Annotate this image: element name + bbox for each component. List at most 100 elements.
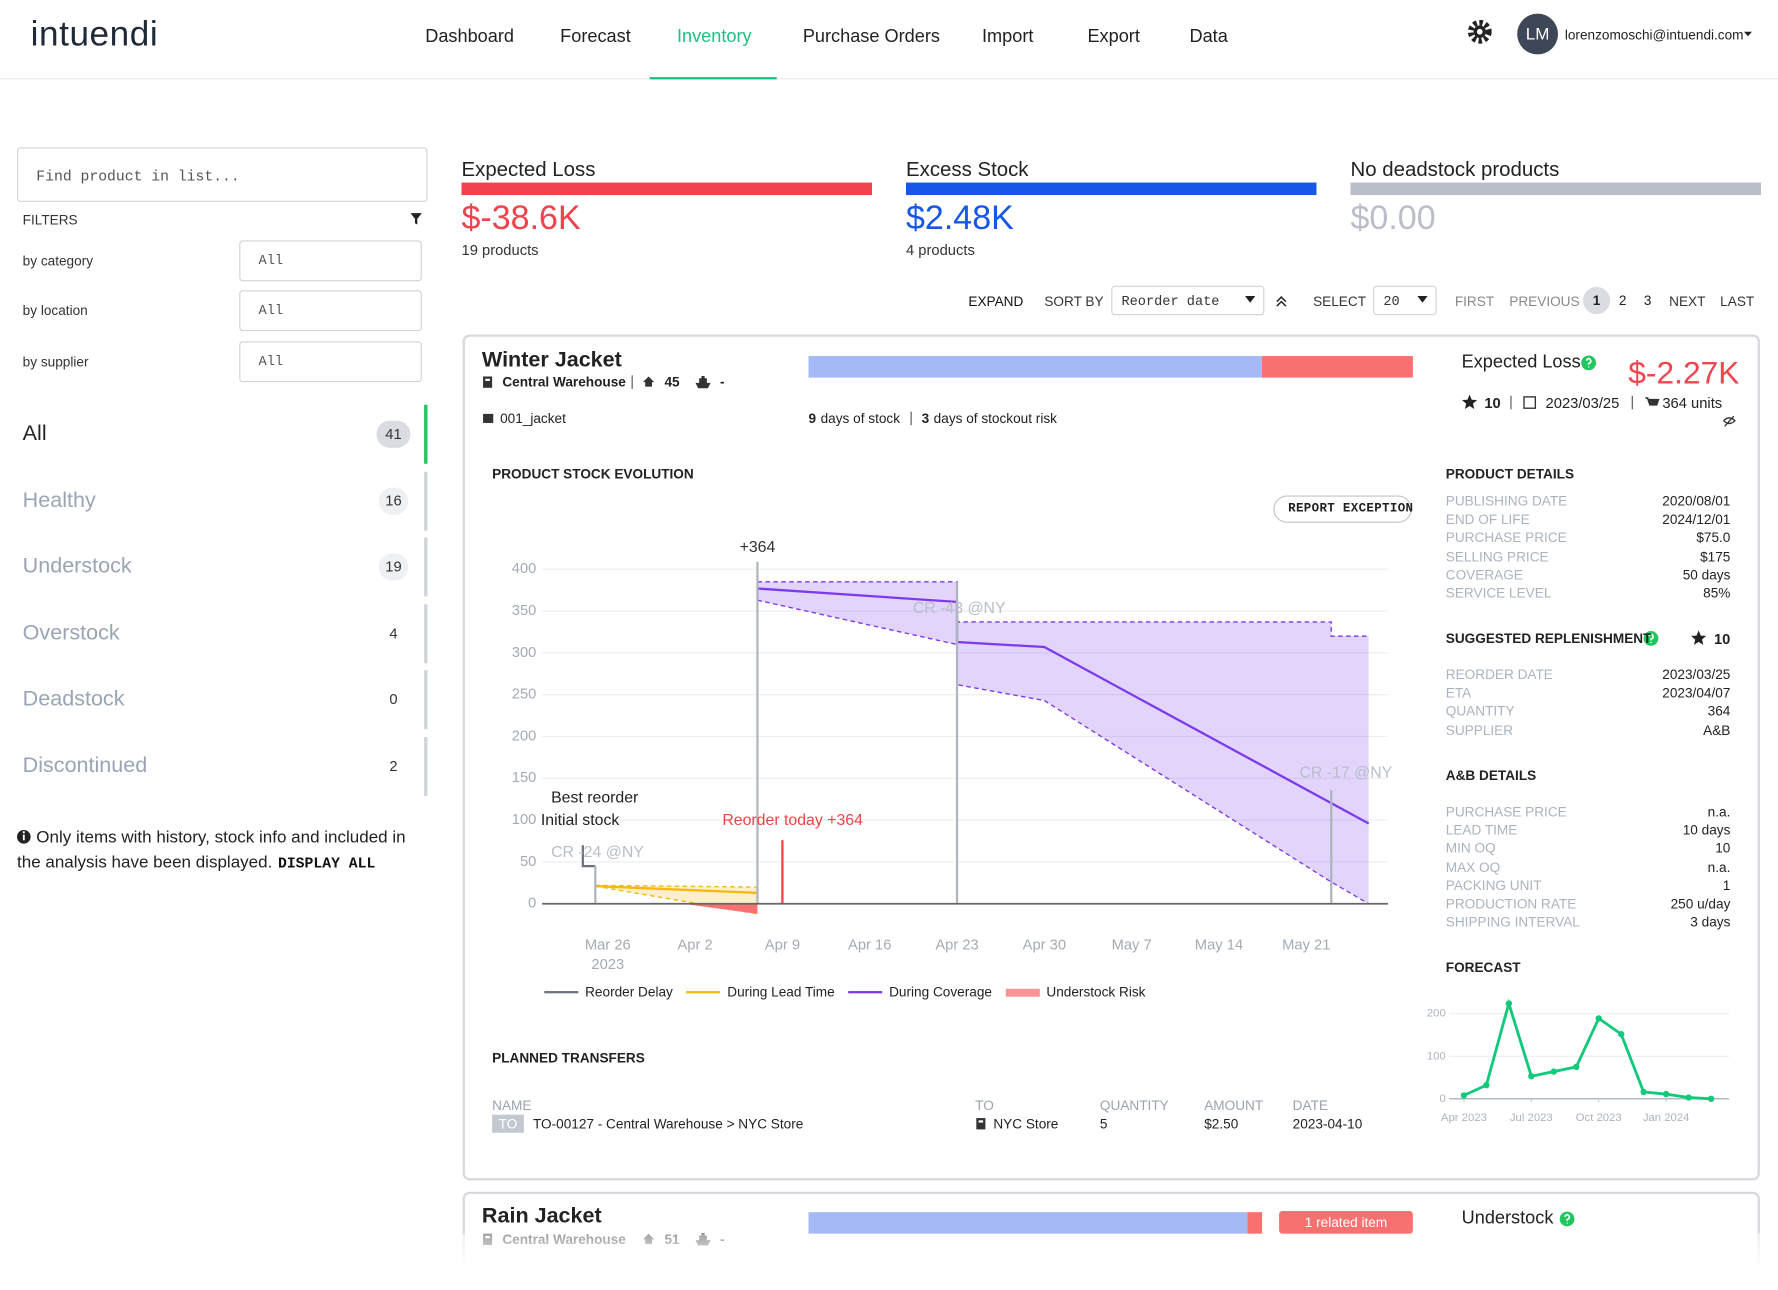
page-size-select[interactable] bbox=[1373, 285, 1437, 316]
status-indicator bbox=[424, 736, 428, 796]
legend-label: Understock Risk bbox=[1046, 984, 1146, 1001]
nav-item[interactable]: Purchase Orders bbox=[802, 27, 940, 47]
status-item[interactable]: Overstock 4 bbox=[17, 603, 428, 663]
column-header: QUANTITY bbox=[1099, 1097, 1169, 1114]
annotation: CR -24 @NY bbox=[551, 844, 644, 861]
x-tick-label: Apr 30 bbox=[1023, 938, 1066, 954]
x-tick-label: Apr 2023 bbox=[1441, 1112, 1487, 1124]
status-label: Overstock bbox=[22, 620, 120, 645]
status-item[interactable]: Understock 19 bbox=[17, 537, 428, 597]
expand-button[interactable]: EXPAND bbox=[968, 293, 1024, 310]
avatar bbox=[1517, 13, 1559, 55]
detail-label: SERVICE LEVEL bbox=[1445, 585, 1552, 601]
next-page[interactable]: NEXT bbox=[1669, 293, 1706, 310]
filter-select[interactable] bbox=[239, 341, 422, 383]
x-tick-label: Apr 23 bbox=[935, 938, 978, 954]
legend: Reorder Delay During Lead Time During Cove… bbox=[544, 982, 1145, 1002]
forecast-point bbox=[1640, 1088, 1647, 1096]
display-all-link[interactable]: DISPLAY ALL bbox=[277, 854, 376, 872]
transfer-date: 2023-04-10 bbox=[1292, 1115, 1363, 1132]
status-indicator bbox=[424, 471, 428, 531]
detail-label: PURCHASE PRICE bbox=[1445, 803, 1567, 820]
forecast-line bbox=[1463, 998, 1712, 1101]
kpi-title: Excess Stock bbox=[906, 157, 1029, 181]
previous-page[interactable]: PREVIOUS bbox=[1509, 293, 1580, 310]
detail-value: 10 bbox=[1715, 840, 1731, 857]
select-label: SELECT bbox=[1313, 293, 1367, 310]
product-stock: 45 bbox=[664, 374, 680, 391]
nav-item[interactable]: Dashboard bbox=[425, 27, 514, 47]
hide-icon bbox=[1723, 415, 1736, 427]
forecast-point bbox=[1685, 1094, 1692, 1101]
status-count: 16 bbox=[378, 487, 409, 515]
separator bbox=[910, 411, 912, 426]
status-label: Expected Loss bbox=[1461, 352, 1581, 372]
detail-label: SUPPLIER bbox=[1445, 721, 1514, 738]
x-tick-label: May 7 bbox=[1112, 938, 1152, 954]
last-page[interactable]: LAST bbox=[1720, 293, 1755, 310]
separator bbox=[1510, 395, 1512, 410]
annotation: Initial stock bbox=[541, 812, 620, 829]
user-email[interactable]: lorenzomoschi@intuendi.com bbox=[1564, 27, 1744, 44]
status-item[interactable]: Discontinued 2 bbox=[17, 736, 428, 796]
legend-item: During Lead Time bbox=[686, 984, 835, 1000]
forecast-point bbox=[1528, 1073, 1535, 1080]
status-item[interactable]: Healthy 16 bbox=[17, 471, 428, 531]
separator bbox=[631, 375, 633, 389]
days-of-stock-label: days of stock bbox=[820, 410, 901, 427]
status-item[interactable]: All 41 bbox=[17, 404, 428, 464]
detail-label: MAX OQ bbox=[1445, 859, 1501, 875]
status-item[interactable]: Deadstock 0 bbox=[17, 670, 428, 730]
detail-value: 2023/03/25 bbox=[1662, 666, 1731, 683]
help-glyph bbox=[1564, 1213, 1571, 1224]
sort-select[interactable] bbox=[1111, 285, 1265, 316]
kpi-bar bbox=[1350, 182, 1761, 196]
search-box[interactable] bbox=[17, 147, 428, 202]
report-button[interactable] bbox=[1273, 495, 1412, 523]
rating: 10 bbox=[1484, 394, 1501, 412]
filter-value: All bbox=[258, 252, 284, 269]
status-count: 41 bbox=[376, 420, 411, 448]
building-icon bbox=[483, 376, 493, 388]
stockout-label: days of stockout risk bbox=[933, 410, 1057, 427]
nav-item[interactable]: Inventory bbox=[676, 27, 752, 47]
status-indicator bbox=[424, 670, 428, 730]
forecast-point bbox=[1460, 1092, 1468, 1099]
status-value: $-2.27K bbox=[1628, 354, 1740, 391]
ship-icon bbox=[695, 376, 711, 389]
calendar-icon bbox=[1523, 396, 1537, 409]
current-page bbox=[1582, 286, 1611, 315]
annotation: Reorder today +364 bbox=[722, 812, 863, 829]
help-glyph bbox=[1585, 357, 1592, 368]
nav-item[interactable]: Export bbox=[1087, 27, 1140, 47]
status-indicator bbox=[424, 404, 428, 464]
report-exception-button[interactable]: REPORT EXCEPTION bbox=[1288, 501, 1414, 516]
detail-value: 50 days bbox=[1682, 566, 1731, 583]
legend-swatch bbox=[544, 991, 579, 994]
y-tick-label: 150 bbox=[512, 770, 537, 786]
filter-select[interactable] bbox=[239, 240, 422, 282]
nav-item[interactable]: Data bbox=[1189, 27, 1228, 47]
kpi-subtitle: 19 products bbox=[461, 240, 539, 258]
filter-select[interactable] bbox=[239, 290, 422, 332]
status-indicator bbox=[424, 603, 428, 663]
forecast-point bbox=[1618, 1030, 1625, 1038]
star-icon bbox=[1461, 394, 1478, 410]
status-count: 19 bbox=[378, 553, 409, 581]
band-edge bbox=[757, 599, 1369, 905]
first-page[interactable]: FIRST bbox=[1454, 293, 1495, 310]
annotation: +364 bbox=[740, 539, 776, 556]
nav-item[interactable]: Import bbox=[981, 27, 1034, 47]
settings-icon bbox=[1467, 19, 1492, 44]
select-caret bbox=[1417, 295, 1428, 303]
detail-label: QUANTITY bbox=[1445, 703, 1515, 720]
note-text: Only items with history, stock info and … bbox=[17, 827, 406, 872]
kpi-value: $2.48K bbox=[906, 199, 1014, 237]
fade-overlay bbox=[453, 1233, 1778, 1290]
y-tick-label: 0 bbox=[1439, 1093, 1445, 1105]
nav-item[interactable]: Forecast bbox=[560, 27, 631, 47]
line bbox=[581, 845, 596, 868]
logo: intuendi bbox=[30, 13, 159, 53]
nav-active-underline bbox=[649, 77, 777, 80]
